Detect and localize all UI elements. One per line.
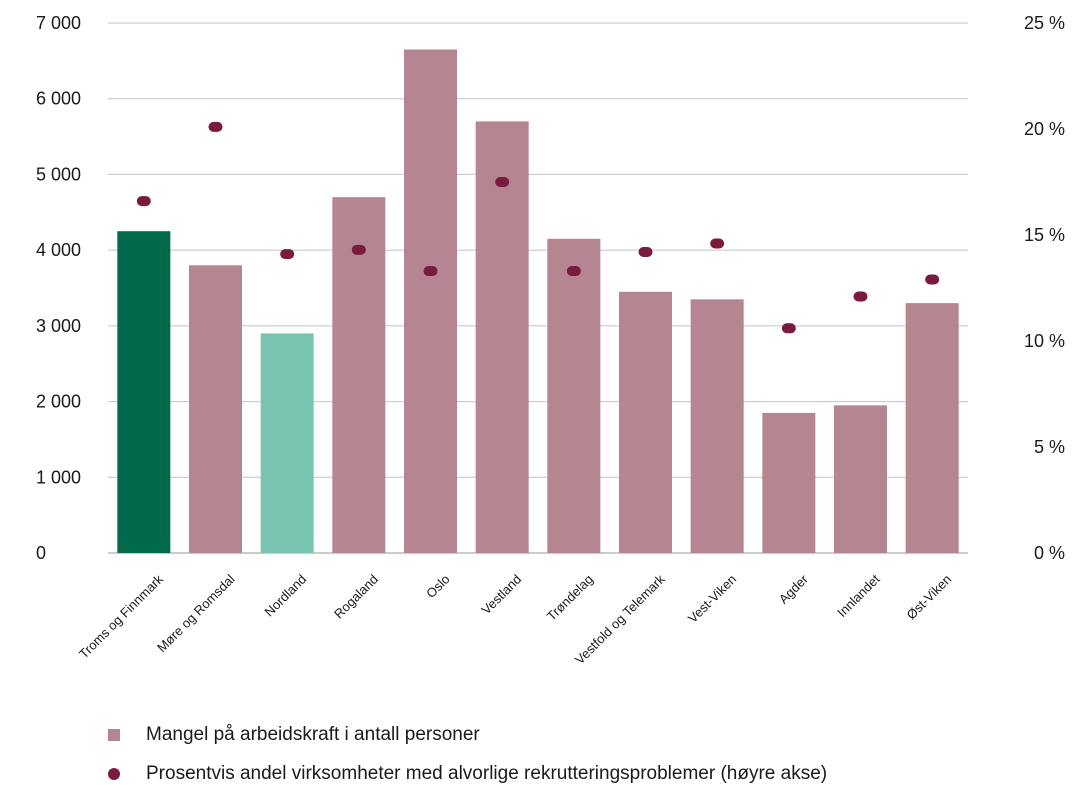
- right-tick-label: 10 %: [1024, 331, 1065, 351]
- right-tick-label: 20 %: [1024, 119, 1065, 139]
- legend-dot-swatch: [108, 768, 120, 780]
- category-label: Innlandet: [834, 571, 883, 620]
- right-tick-label: 5 %: [1034, 437, 1065, 457]
- legend-item-bar: Mangel på arbeidskraft i antall personer: [108, 724, 480, 746]
- left-axis-ticks: 0 1 000 2 000 3 000 4 000 5 000 6 000 7 000: [36, 13, 81, 563]
- category-label: Nordland: [261, 572, 309, 620]
- left-tick-label: 6 000: [36, 89, 81, 109]
- dot-point: [566, 266, 581, 277]
- legend-dot-label: Prosentvis andel virksomheter med alvorl…: [146, 763, 828, 784]
- dot-point: [925, 274, 940, 285]
- category-label: Troms og Finnmark: [76, 571, 166, 661]
- bar: [834, 405, 887, 553]
- right-tick-label: 0 %: [1034, 543, 1065, 563]
- category-label: Trøndelag: [544, 572, 596, 624]
- left-tick-label: 4 000: [36, 240, 81, 260]
- left-tick-label: 5 000: [36, 164, 81, 184]
- dot-point: [495, 177, 510, 187]
- dots-layer: [136, 121, 940, 334]
- left-tick-label: 1 000: [36, 467, 81, 487]
- grid-layer: [108, 22, 968, 554]
- legend-bar-label: Mangel på arbeidskraft i antall personer: [146, 724, 480, 745]
- bar: [905, 303, 959, 553]
- legend-item-dot: Prosentvis andel virksomheter med alvorl…: [108, 763, 827, 785]
- category-label: Vest-Viken: [685, 572, 739, 626]
- right-tick-label: 25 %: [1024, 13, 1065, 33]
- dot-point: [710, 238, 725, 249]
- dot-point: [638, 246, 653, 257]
- bar: [619, 291, 672, 553]
- bars-layer: [117, 49, 959, 554]
- bar: [762, 412, 816, 553]
- bar: [404, 49, 457, 553]
- category-label: Øst-Viken: [903, 572, 954, 623]
- bar: [189, 265, 242, 553]
- left-tick-label: 2 000: [36, 392, 81, 412]
- dot-point: [136, 196, 151, 207]
- category-label: Vestland: [478, 572, 524, 618]
- dot-point: [423, 266, 438, 277]
- dot-point: [208, 121, 223, 132]
- bar: [690, 299, 744, 553]
- category-label: Agder: [776, 571, 812, 607]
- legend-bar-swatch: [108, 729, 120, 741]
- left-tick-label: 0: [36, 543, 46, 563]
- bar: [117, 231, 171, 553]
- right-axis-ticks: 0 % 5 % 10 % 15 % 20 % 25 %: [1024, 13, 1065, 563]
- bar: [547, 238, 601, 554]
- dot-point: [351, 244, 366, 255]
- dot-point: [280, 249, 295, 260]
- left-tick-label: 3 000: [36, 316, 81, 336]
- right-tick-label: 15 %: [1024, 225, 1065, 245]
- category-label: Møre og Romsdal: [154, 571, 238, 655]
- bar: [475, 121, 529, 553]
- dot-point: [853, 291, 868, 302]
- bar: [260, 333, 314, 553]
- left-tick-label: 7 000: [36, 13, 81, 33]
- category-label: Rogaland: [331, 572, 381, 622]
- bar: [332, 197, 386, 553]
- category-label: Oslo: [423, 572, 453, 602]
- dot-point: [781, 323, 796, 334]
